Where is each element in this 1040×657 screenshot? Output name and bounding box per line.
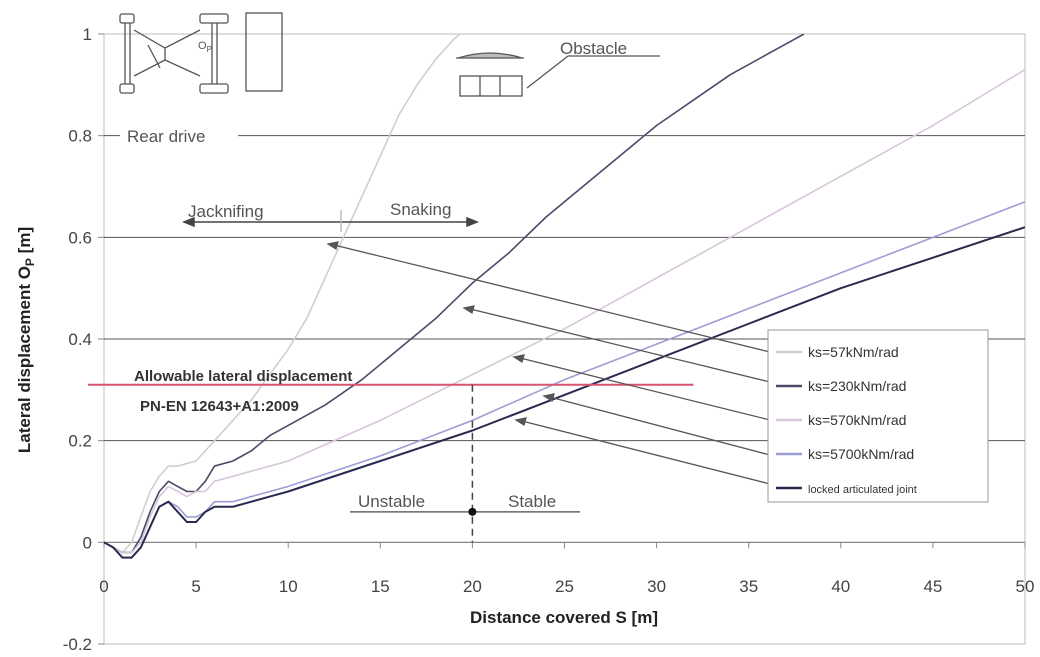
- series-layer: [104, 34, 1025, 559]
- jackknifing-snaking-arrow: [181, 210, 480, 232]
- x-tick-label: 50: [1016, 577, 1035, 596]
- y-tick-label: 0.4: [68, 330, 92, 349]
- x-tick-label: 25: [555, 577, 574, 596]
- rear-drive-label-bg: [120, 124, 238, 148]
- series-line-1: [104, 34, 805, 554]
- unstable-label: Unstable: [358, 492, 425, 511]
- tick-layer: -0.200.20.40.60.810 5 10 15 20 25 30 35 40 45 50: [63, 25, 1035, 654]
- snaking-label: Snaking: [390, 200, 451, 219]
- x-tick-label: 45: [923, 577, 942, 596]
- allowable-label: Allowable lateral displacement: [134, 368, 352, 385]
- x-tick-label: 30: [647, 577, 666, 596]
- legend-label-0: ks=57kNm/rad: [808, 344, 899, 360]
- legend-label-2: ks=570kNm/rad: [808, 412, 906, 428]
- obstacle-icon: [456, 52, 660, 97]
- series-line-2: [104, 68, 1025, 554]
- diagram-label: OP: [198, 40, 212, 54]
- allowable-standard-label: PN-EN 12643+A1:2009: [140, 398, 299, 415]
- x-tick-label: 0: [99, 577, 108, 596]
- x-tick-label: 40: [831, 577, 850, 596]
- y-tick-label: 0: [83, 533, 92, 552]
- jackknifing-label: Jacknifing: [188, 202, 264, 221]
- series-line-0: [104, 34, 462, 554]
- y-axis-title: Lateral displacement OP [m]: [15, 227, 37, 453]
- y-tick-label: -0.2: [63, 635, 92, 654]
- legend-label-1: ks=230kNm/rad: [808, 378, 906, 394]
- legend-box: [767, 329, 989, 503]
- y-tick-label: 0.8: [68, 127, 92, 146]
- y-tick-label: 0.6: [68, 228, 92, 247]
- x-tick-label: 20: [463, 577, 482, 596]
- legend-label-4: locked articulated joint: [808, 484, 917, 496]
- legend-label-3: ks=5700kNm/rad: [808, 446, 914, 462]
- rear-drive-label: Rear drive: [127, 127, 205, 146]
- x-tick-label: 5: [191, 577, 200, 596]
- stability-point: [468, 507, 477, 516]
- x-tick-label: 15: [371, 577, 390, 596]
- x-tick-label: 10: [279, 577, 298, 596]
- vehicle-diagram-icon: [119, 12, 283, 94]
- obstacle-label: Obstacle: [560, 39, 627, 58]
- y-tick-label: 0.2: [68, 432, 92, 451]
- y-tick-label: 1: [83, 25, 92, 44]
- x-axis-title: Distance covered S [m]: [470, 608, 658, 627]
- x-tick-label: 35: [739, 577, 758, 596]
- stable-label: Stable: [508, 492, 556, 511]
- series-line-4: [104, 226, 1025, 559]
- legend-pointer-arrows: [326, 241, 771, 485]
- legend: ks=57kNm/rad ks=230kNm/rad ks=570kNm/rad ks…: [776, 344, 917, 496]
